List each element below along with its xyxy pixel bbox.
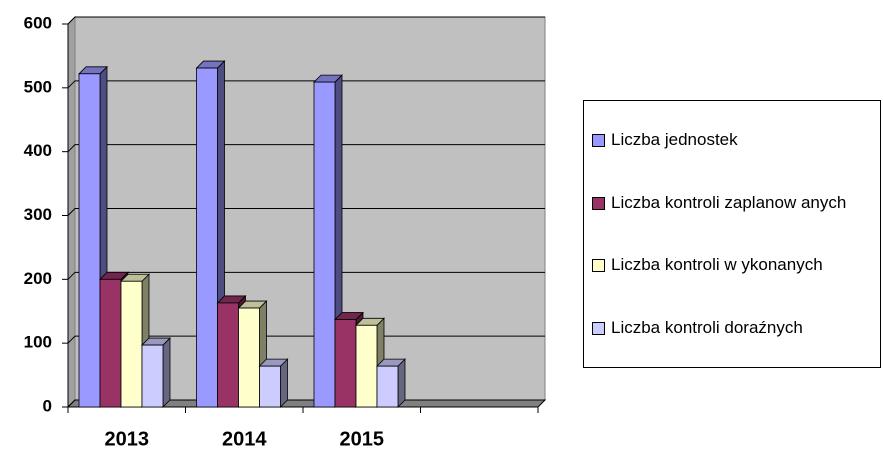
grid-line (67, 335, 545, 344)
legend-entry: Liczba jednostek (592, 128, 880, 152)
bar-front (355, 324, 378, 408)
legend-swatch (592, 196, 605, 210)
legend-swatch (592, 321, 605, 335)
bar (258, 358, 289, 408)
bar-front (313, 81, 336, 408)
bar-front (334, 319, 357, 408)
grid-line (67, 80, 545, 89)
legend-swatch (592, 134, 605, 148)
y-tick-label: 100 (24, 333, 52, 352)
y-tick-label: 200 (24, 269, 52, 288)
bar (376, 358, 406, 408)
y-tick-label: 0 (43, 396, 52, 415)
y-tick-label: 300 (24, 205, 52, 224)
legend-label: Liczba kontroli doraźnych (611, 317, 803, 337)
legend-label: Liczba kontroli w ykonanych (611, 255, 823, 275)
legend: Liczba jednostek Liczba kontroli zaplanow… (583, 100, 881, 368)
bar-side (162, 337, 171, 408)
y-tick-label: 400 (24, 141, 52, 160)
bar-side (397, 358, 406, 408)
legend-entry: Liczba kontroli doraźnych (592, 316, 880, 340)
x-tick-label: 2014 (222, 428, 267, 450)
bar-front (217, 302, 239, 408)
bar-front (196, 67, 218, 408)
grid-line (67, 16, 545, 25)
y-tick-label: 600 (24, 13, 52, 32)
bar-side (280, 358, 288, 408)
grid-line (67, 208, 545, 216)
x-tick-label: 2015 (340, 428, 385, 450)
bar-front (238, 307, 260, 408)
x-tick-label: 2013 (105, 428, 150, 450)
legend-label: Liczba jednostek (611, 130, 738, 150)
legend-entry: Liczba kontroli w ykonanych (592, 253, 880, 277)
bar (141, 337, 171, 408)
legend-swatch (592, 259, 605, 273)
bar-front (99, 278, 122, 408)
y-tick-label: 500 (24, 77, 52, 96)
legend-entry: Liczba kontroli zaplanow anych (592, 191, 880, 215)
grid-line (67, 271, 545, 280)
bar-front (141, 344, 164, 408)
bar-front (259, 365, 281, 408)
grid-line (67, 144, 545, 153)
bar-front (78, 73, 101, 408)
bar-front (120, 280, 143, 408)
bar-front (376, 365, 399, 408)
legend-label: Liczba kontroli zaplanow anych (611, 192, 847, 212)
